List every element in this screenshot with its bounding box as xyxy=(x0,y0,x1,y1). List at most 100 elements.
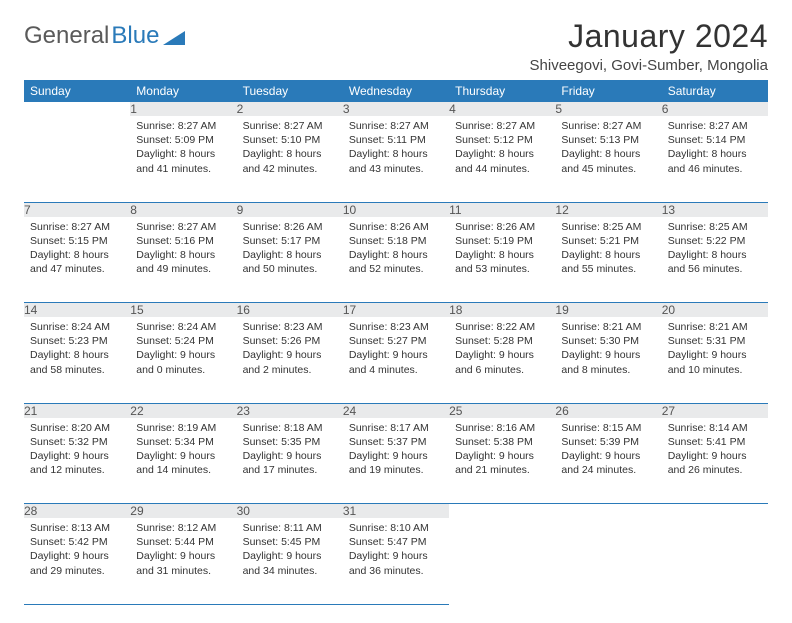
day-day1: Daylight: 8 hours xyxy=(349,147,443,161)
day-day1: Daylight: 8 hours xyxy=(455,147,549,161)
day-sunrise: Sunrise: 8:21 AM xyxy=(561,320,655,334)
day-sunrise: Sunrise: 8:27 AM xyxy=(136,220,230,234)
day-number-cell: 4 xyxy=(449,102,555,116)
day-number-row: 14151617181920 xyxy=(24,303,768,318)
page-header: GeneralBlue January 2024 Shiveegovi, Gov… xyxy=(24,18,768,74)
day-number-cell: 28 xyxy=(24,504,130,519)
day-number-cell: 8 xyxy=(130,202,236,217)
logo: GeneralBlue xyxy=(24,18,185,50)
day-number-cell: 31 xyxy=(343,504,449,519)
day-day1: Daylight: 9 hours xyxy=(561,348,655,362)
day-cell: Sunrise: 8:15 AMSunset: 5:39 PMDaylight:… xyxy=(555,418,661,504)
day-day1: Daylight: 8 hours xyxy=(668,248,762,262)
day-number-cell: 24 xyxy=(343,403,449,418)
day-sunset: Sunset: 5:19 PM xyxy=(455,234,549,248)
day-day1: Daylight: 9 hours xyxy=(349,348,443,362)
day-number-cell: 6 xyxy=(662,102,768,116)
day-sunrise: Sunrise: 8:23 AM xyxy=(243,320,337,334)
day-cell xyxy=(555,518,661,604)
day-sunset: Sunset: 5:18 PM xyxy=(349,234,443,248)
day-sunset: Sunset: 5:47 PM xyxy=(349,535,443,549)
day-sunset: Sunset: 5:16 PM xyxy=(136,234,230,248)
day-day2: and 53 minutes. xyxy=(455,262,549,276)
day-day2: and 12 minutes. xyxy=(30,463,124,477)
day-sunset: Sunset: 5:35 PM xyxy=(243,435,337,449)
day-day1: Daylight: 8 hours xyxy=(30,248,124,262)
day-sunrise: Sunrise: 8:14 AM xyxy=(668,421,762,435)
month-title: January 2024 xyxy=(530,18,768,55)
day-cell: Sunrise: 8:24 AMSunset: 5:24 PMDaylight:… xyxy=(130,317,236,403)
day-sunrise: Sunrise: 8:10 AM xyxy=(349,521,443,535)
day-day2: and 31 minutes. xyxy=(136,564,230,578)
day-content: Sunrise: 8:27 AMSunset: 5:15 PMDaylight:… xyxy=(24,217,130,283)
day-sunrise: Sunrise: 8:27 AM xyxy=(561,119,655,133)
day-cell: Sunrise: 8:26 AMSunset: 5:19 PMDaylight:… xyxy=(449,217,555,303)
day-day1: Daylight: 8 hours xyxy=(243,248,337,262)
day-sunrise: Sunrise: 8:27 AM xyxy=(136,119,230,133)
day-number-row: 21222324252627 xyxy=(24,403,768,418)
day-number-cell: 11 xyxy=(449,202,555,217)
day-content: Sunrise: 8:15 AMSunset: 5:39 PMDaylight:… xyxy=(555,418,661,484)
day-cell: Sunrise: 8:26 AMSunset: 5:17 PMDaylight:… xyxy=(237,217,343,303)
day-day1: Daylight: 9 hours xyxy=(243,449,337,463)
day-day1: Daylight: 9 hours xyxy=(136,348,230,362)
weekday-header: Tuesday xyxy=(237,80,343,102)
day-number-row: 123456 xyxy=(24,102,768,116)
day-sunrise: Sunrise: 8:26 AM xyxy=(349,220,443,234)
day-day2: and 58 minutes. xyxy=(30,363,124,377)
day-cell: Sunrise: 8:19 AMSunset: 5:34 PMDaylight:… xyxy=(130,418,236,504)
day-day2: and 14 minutes. xyxy=(136,463,230,477)
title-block: January 2024 Shiveegovi, Govi-Sumber, Mo… xyxy=(530,18,768,74)
day-sunset: Sunset: 5:34 PM xyxy=(136,435,230,449)
day-cell: Sunrise: 8:17 AMSunset: 5:37 PMDaylight:… xyxy=(343,418,449,504)
day-sunset: Sunset: 5:11 PM xyxy=(349,133,443,147)
day-sunset: Sunset: 5:28 PM xyxy=(455,334,549,348)
day-number-cell: 29 xyxy=(130,504,236,519)
day-number-cell: 18 xyxy=(449,303,555,318)
day-day1: Daylight: 9 hours xyxy=(455,449,549,463)
day-content-row: Sunrise: 8:27 AMSunset: 5:09 PMDaylight:… xyxy=(24,116,768,202)
day-day1: Daylight: 9 hours xyxy=(561,449,655,463)
day-day2: and 19 minutes. xyxy=(349,463,443,477)
day-content: Sunrise: 8:26 AMSunset: 5:18 PMDaylight:… xyxy=(343,217,449,283)
day-sunset: Sunset: 5:31 PM xyxy=(668,334,762,348)
day-sunset: Sunset: 5:45 PM xyxy=(243,535,337,549)
day-sunrise: Sunrise: 8:15 AM xyxy=(561,421,655,435)
day-sunset: Sunset: 5:39 PM xyxy=(561,435,655,449)
day-number-cell: 23 xyxy=(237,403,343,418)
day-content: Sunrise: 8:26 AMSunset: 5:17 PMDaylight:… xyxy=(237,217,343,283)
day-sunset: Sunset: 5:26 PM xyxy=(243,334,337,348)
day-content: Sunrise: 8:12 AMSunset: 5:44 PMDaylight:… xyxy=(130,518,236,584)
day-sunset: Sunset: 5:15 PM xyxy=(30,234,124,248)
day-sunrise: Sunrise: 8:17 AM xyxy=(349,421,443,435)
day-cell: Sunrise: 8:20 AMSunset: 5:32 PMDaylight:… xyxy=(24,418,130,504)
calendar-header-row: SundayMondayTuesdayWednesdayThursdayFrid… xyxy=(24,80,768,102)
day-sunrise: Sunrise: 8:23 AM xyxy=(349,320,443,334)
day-content: Sunrise: 8:22 AMSunset: 5:28 PMDaylight:… xyxy=(449,317,555,383)
day-number-cell: 26 xyxy=(555,403,661,418)
day-sunrise: Sunrise: 8:16 AM xyxy=(455,421,549,435)
day-day2: and 24 minutes. xyxy=(561,463,655,477)
day-content: Sunrise: 8:24 AMSunset: 5:24 PMDaylight:… xyxy=(130,317,236,383)
day-sunset: Sunset: 5:12 PM xyxy=(455,133,549,147)
day-number-cell: 21 xyxy=(24,403,130,418)
day-day1: Daylight: 8 hours xyxy=(561,147,655,161)
day-day2: and 49 minutes. xyxy=(136,262,230,276)
day-content: Sunrise: 8:18 AMSunset: 5:35 PMDaylight:… xyxy=(237,418,343,484)
day-number-cell xyxy=(662,504,768,519)
day-day1: Daylight: 9 hours xyxy=(243,549,337,563)
day-day2: and 2 minutes. xyxy=(243,363,337,377)
day-cell: Sunrise: 8:27 AMSunset: 5:16 PMDaylight:… xyxy=(130,217,236,303)
day-number-cell: 14 xyxy=(24,303,130,318)
weekday-header: Monday xyxy=(130,80,236,102)
day-number-cell xyxy=(555,504,661,519)
day-sunset: Sunset: 5:30 PM xyxy=(561,334,655,348)
day-sunset: Sunset: 5:38 PM xyxy=(455,435,549,449)
day-cell: Sunrise: 8:12 AMSunset: 5:44 PMDaylight:… xyxy=(130,518,236,604)
calendar-body: 123456 Sunrise: 8:27 AMSunset: 5:09 PMDa… xyxy=(24,102,768,604)
weekday-header: Friday xyxy=(555,80,661,102)
day-day2: and 46 minutes. xyxy=(668,162,762,176)
day-sunset: Sunset: 5:32 PM xyxy=(30,435,124,449)
day-sunrise: Sunrise: 8:27 AM xyxy=(243,119,337,133)
weekday-header: Thursday xyxy=(449,80,555,102)
